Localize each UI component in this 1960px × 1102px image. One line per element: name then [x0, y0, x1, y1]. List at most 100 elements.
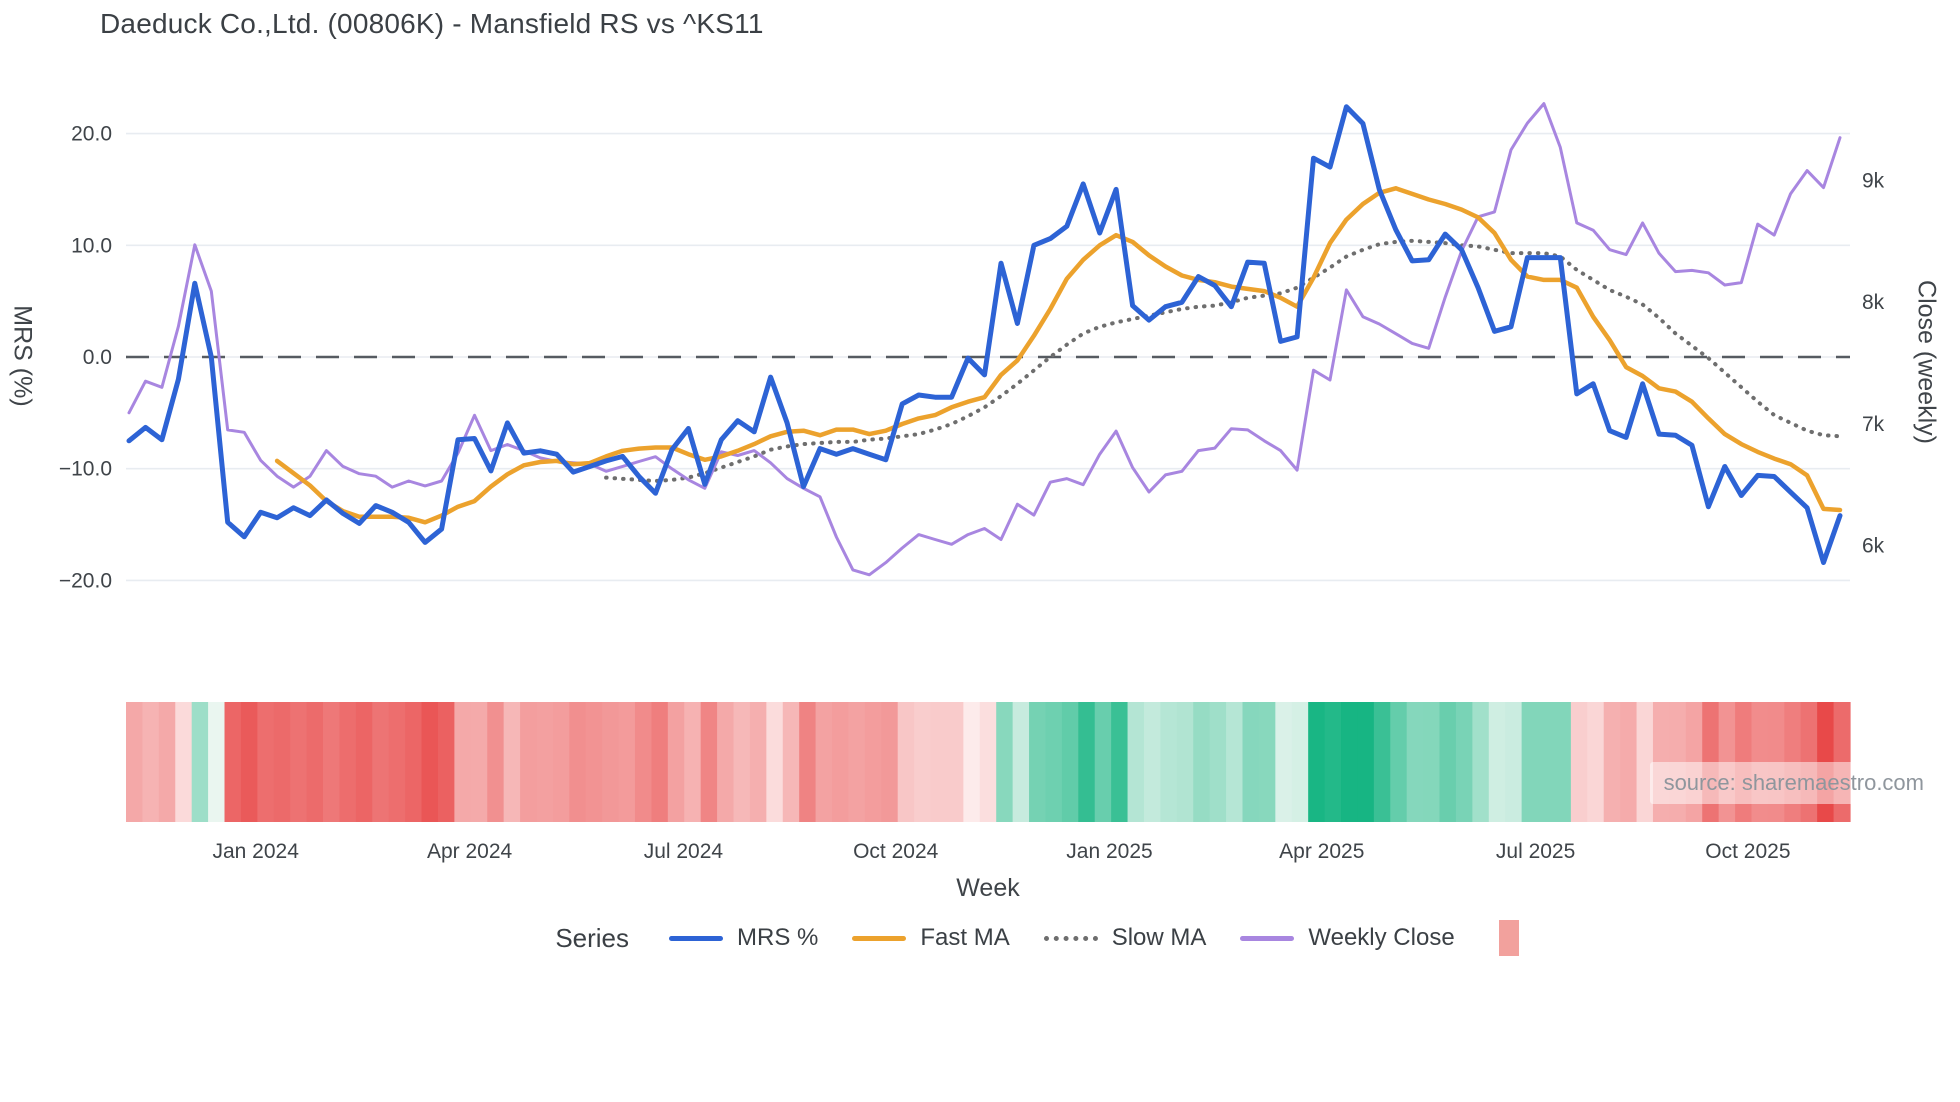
- heatmap-cell: [323, 702, 341, 822]
- heatmap-cell: [585, 702, 603, 822]
- heatmap-swatch-icon: [1498, 920, 1519, 956]
- x-axis-title: Week: [956, 874, 1020, 902]
- heatmap-cell: [717, 702, 735, 822]
- right-axis-title: Close (weekly): [1912, 280, 1941, 444]
- weekly-close-line-swatch-icon: [1240, 935, 1295, 941]
- x-tick-label: Oct 2024: [853, 840, 939, 863]
- heatmap-cell: [569, 702, 587, 822]
- mrs-line-swatch-icon: [669, 935, 724, 941]
- heatmap-cell: [1554, 702, 1572, 822]
- heatmap-cell: [1390, 702, 1408, 822]
- heatmap-cell: [1242, 702, 1260, 822]
- heatmap-cell: [815, 702, 833, 822]
- legend-item-label: MRS %: [737, 924, 819, 951]
- legend-item-fast-ma: Fast MA: [852, 924, 1010, 952]
- heatmap-cell: [684, 702, 702, 822]
- heatmap-cell: [1521, 702, 1539, 822]
- series-line-fast-ma: [274, 186, 1843, 525]
- legend-title: Series: [555, 922, 630, 953]
- legend-item-mrs: MRS %: [669, 924, 818, 952]
- fast-ma-line-swatch-icon: [852, 935, 907, 941]
- heatmap-cell: [1193, 702, 1211, 822]
- heatmap-cell: [1160, 702, 1178, 822]
- heatmap-cell: [799, 702, 817, 822]
- series-line-slow-ma: [604, 238, 1842, 483]
- heatmap-cell: [536, 702, 554, 822]
- heatmap-cell: [1341, 702, 1359, 822]
- heatmap-cell: [651, 702, 669, 822]
- heatmap-cell: [1045, 702, 1063, 822]
- heatmap-cell: [503, 702, 521, 822]
- x-tick-label: Jul 2024: [644, 840, 724, 863]
- heatmap-cell: [454, 702, 472, 822]
- heatmap-cell: [733, 702, 751, 822]
- heatmap-cell: [1406, 702, 1424, 822]
- y-right-tick-label: 6k: [1862, 535, 1885, 558]
- heatmap-cell: [224, 702, 242, 822]
- series-line-weekly-close: [127, 102, 1842, 577]
- heatmap-cell: [470, 702, 488, 822]
- y-left-tick-label: −20.0: [59, 569, 112, 592]
- heatmap-cell: [1226, 702, 1244, 822]
- y-right-tick-label: 8k: [1862, 291, 1885, 314]
- heatmap-cell: [520, 702, 538, 822]
- heatmap-cell: [749, 702, 767, 822]
- y-left-tick-label: 10.0: [71, 234, 112, 257]
- heatmap-cell: [421, 702, 439, 822]
- heatmap-cell: [355, 702, 373, 822]
- heatmap-cell: [1538, 702, 1556, 822]
- y-left-tick-label: −10.0: [59, 458, 112, 481]
- heatmap-cell: [864, 702, 882, 822]
- heatmap-cell: [487, 702, 505, 822]
- heatmap-cell: [1636, 702, 1654, 822]
- heatmap-cell: [618, 702, 636, 822]
- series-line-mrs-: [126, 104, 1843, 565]
- heatmap-cell: [290, 702, 308, 822]
- heatmap-cell: [1275, 702, 1293, 822]
- heatmap-cell: [914, 702, 932, 822]
- heatmap-cell: [405, 702, 423, 822]
- heatmap-cell: [1094, 702, 1112, 822]
- heatmap-cell: [1111, 702, 1129, 822]
- heatmap-cell: [191, 702, 209, 822]
- heatmap-cell: [1029, 702, 1047, 822]
- heatmap-cell: [996, 702, 1014, 822]
- heatmap-cell: [372, 702, 390, 822]
- heatmap-cell: [1472, 702, 1490, 822]
- heatmap-cell: [1455, 702, 1473, 822]
- heatmap-cell: [1176, 702, 1194, 822]
- heatmap-cell: [273, 702, 291, 822]
- heatmap-cell: [881, 702, 899, 822]
- heatmap-cell: [832, 702, 850, 822]
- heatmap-cell: [1308, 702, 1326, 822]
- heatmap-cell: [979, 702, 997, 822]
- heatmap-cell: [240, 702, 258, 822]
- heatmap-cell: [897, 702, 915, 822]
- heatmap-cell: [175, 702, 193, 822]
- heatmap-cell: [388, 702, 406, 822]
- x-tick-label: Apr 2024: [427, 840, 513, 863]
- slow-ma-dotted-swatch-icon: [1043, 935, 1098, 941]
- heatmap-cell: [552, 702, 570, 822]
- heatmap-cell: [1603, 702, 1621, 822]
- heatmap-cell: [946, 702, 964, 822]
- legend-item-slow-ma: Slow MA: [1043, 924, 1207, 952]
- heatmap-cell: [126, 702, 144, 822]
- heatmap-cell: [1061, 702, 1079, 822]
- heatmap-cell: [1324, 702, 1342, 822]
- legend-item-label: Slow MA: [1111, 924, 1207, 951]
- source-watermark: source: sharemaestro.com: [1649, 762, 1938, 804]
- heatmap-cell: [1423, 702, 1441, 822]
- heatmap-cell: [1078, 702, 1096, 822]
- x-tick-label: Jul 2025: [1496, 840, 1575, 863]
- heatmap-cell: [142, 702, 160, 822]
- heatmap-cell: [1012, 702, 1030, 822]
- y-left-tick-label: 20.0: [71, 123, 112, 146]
- heatmap-cell: [437, 702, 455, 822]
- heatmap-cell: [1620, 702, 1638, 822]
- heatmap-cell: [634, 702, 653, 822]
- heatmap-cell: [1143, 702, 1161, 822]
- heatmap-cell: [1505, 702, 1523, 822]
